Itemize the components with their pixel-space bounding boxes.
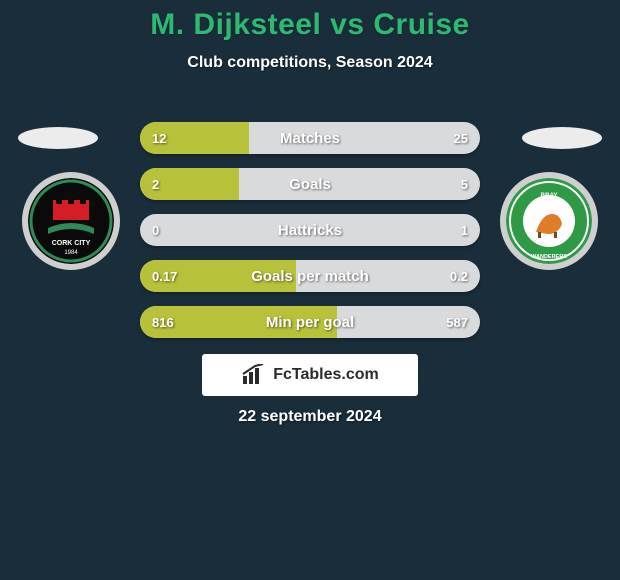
stat-bar: 2Goals5 [140, 168, 480, 200]
subtitle: Club competitions, Season 2024 [0, 54, 620, 72]
stats-bars: 12Matches25 2Goals5 0Hattricks1 0.17Goals p… [140, 122, 480, 352]
stat-label: Goals [140, 176, 480, 193]
date-label: 22 september 2024 [0, 408, 620, 426]
cork-city-crest-icon: CORK CITY 1984 [28, 178, 114, 264]
stat-right-value: 587 [446, 315, 468, 330]
stat-bar: 12Matches25 [140, 122, 480, 154]
club-logo-left: CORK CITY 1984 [22, 172, 120, 270]
svg-text:BRAY: BRAY [541, 192, 559, 199]
stat-right-value: 25 [454, 131, 468, 146]
player-left-marker [18, 127, 98, 149]
page-title: M. Dijksteel vs Cruise [0, 0, 620, 42]
brand-box[interactable]: FcTables.com [202, 354, 418, 396]
brand-label: FcTables.com [273, 366, 379, 384]
stat-bar: 0.17Goals per match0.2 [140, 260, 480, 292]
stat-right-value: 5 [461, 177, 468, 192]
club-logo-right: BRAY WANDERERS [500, 172, 598, 270]
chart-icon [241, 364, 267, 386]
stat-label: Min per goal [140, 314, 480, 331]
svg-text:CORK CITY: CORK CITY [52, 240, 91, 247]
player-right-marker [522, 127, 602, 149]
stat-bar: 0Hattricks1 [140, 214, 480, 246]
stat-label: Hattricks [140, 222, 480, 239]
stat-bar: 816Min per goal587 [140, 306, 480, 338]
stat-right-value: 0.2 [450, 269, 468, 284]
stat-label: Matches [140, 130, 480, 147]
stat-label: Goals per match [140, 268, 480, 285]
svg-text:WANDERERS: WANDERERS [531, 254, 567, 260]
svg-text:1984: 1984 [64, 250, 78, 256]
bray-wanderers-crest-icon: BRAY WANDERERS [506, 178, 592, 264]
stat-right-value: 1 [461, 223, 468, 238]
